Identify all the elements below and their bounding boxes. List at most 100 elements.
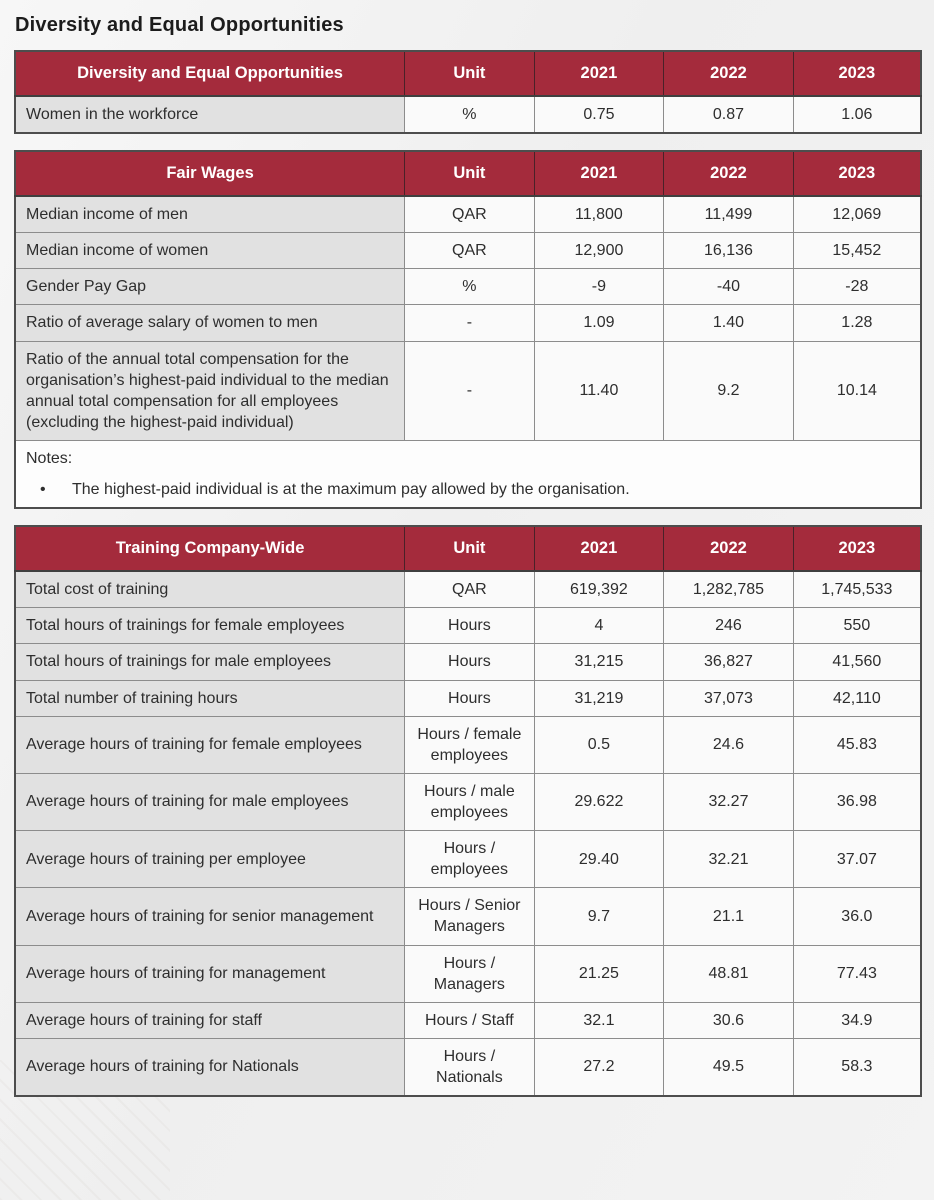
table-training-company-wide: Training Company-Wide Unit 2021 2022 2023 Tot… [14,525,922,1098]
unit-cell: Hours / Staff [404,1001,535,1039]
row-label: Average hours of training for Nationals [14,1037,406,1098]
value-cell-2022: 24.6 [663,715,794,774]
value-cell-2021: 9.7 [533,887,665,946]
row-label: Total hours of trainings for male employ… [14,643,406,681]
value-cell-2023: 36.0 [792,887,922,946]
value-cell-2021: 0.75 [533,95,665,135]
unit-cell: Hours / male employees [404,772,535,832]
row-label: Average hours of training for management [14,944,406,1003]
table-row: Gender Pay Gap% -9 -40 -28 [14,268,922,306]
notes-row: Notes: • The highest-paid individual is at… [14,439,922,510]
bullet-icon: • [40,481,46,499]
table-row: Ratio of the annual total compensation f… [14,340,922,441]
unit-cell: Hours [404,607,535,645]
column-header-2023: 2023 [792,150,922,198]
value-cell-2023: 77.43 [792,944,922,1003]
table-diversity-equal-opportunities: Diversity and Equal Opportunities Unit 202… [14,50,922,135]
row-label: Ratio of average salary of women to men [14,304,406,342]
value-cell-2021: 0.5 [533,715,665,774]
row-label: Total number of training hours [14,679,406,717]
value-cell-2022: 9.2 [663,340,794,441]
column-header-unit: Unit [404,525,535,573]
table-title: Diversity and Equal Opportunities [14,50,406,97]
column-header-2022: 2022 [663,150,794,198]
value-cell-2023: 550 [792,607,922,645]
table-header-row: Training Company-Wide Unit 2021 2022 2023 [14,525,922,573]
value-cell-2022: 37,073 [663,679,794,717]
value-cell-2022: 21.1 [663,887,794,946]
value-cell-2021: -9 [533,268,665,306]
value-cell-2021: 1.09 [533,304,665,342]
value-cell-2021: 29.622 [533,772,665,832]
value-cell-2021: 11,800 [533,195,665,234]
value-cell-2021: 31,215 [533,643,665,681]
unit-cell: Hours / Nationals [404,1037,535,1098]
column-header-unit: Unit [404,150,535,198]
table-row: Total hours of trainings for female empl… [14,607,922,645]
unit-cell: Hours [404,643,535,681]
value-cell-2022: 0.87 [663,95,794,135]
value-cell-2022: 1,282,785 [663,570,794,609]
row-label: Ratio of the annual total compensation f… [14,340,406,441]
value-cell-2021: 27.2 [533,1037,665,1098]
table-title: Fair Wages [14,150,406,198]
table-header-row: Fair Wages Unit 2021 2022 2023 [14,150,922,198]
column-header-2023: 2023 [792,50,922,97]
value-cell-2023: 37.07 [792,830,922,889]
value-cell-2022: 32.27 [663,772,794,832]
row-label: Average hours of training per employee [14,830,406,889]
notes-cell: Notes: • The highest-paid individual is at… [14,439,922,510]
unit-cell: Hours / Managers [404,944,535,1003]
value-cell-2021: 619,392 [533,570,665,609]
unit-cell: Hours / Senior Managers [404,887,535,946]
row-label: Median income of women [14,232,406,270]
value-cell-2022: 16,136 [663,232,794,270]
notes-heading: Notes: [26,449,73,467]
row-label: Total cost of training [14,570,406,609]
row-label: Women in the workforce [14,95,406,135]
table-row: Average hours of training for male emplo… [14,772,922,832]
row-label: Average hours of training for staff [14,1001,406,1039]
value-cell-2022: 36,827 [663,643,794,681]
notes-bullet-item: • The highest-paid individual is at the m… [26,479,910,500]
value-cell-2021: 12,900 [533,232,665,270]
value-cell-2021: 32.1 [533,1001,665,1039]
row-label: Average hours of training for senior man… [14,887,406,946]
value-cell-2022: 32.21 [663,830,794,889]
value-cell-2023: 1,745,533 [792,570,922,609]
value-cell-2022: 30.6 [663,1001,794,1039]
table-row: Average hours of training per employee Ho… [14,830,922,889]
value-cell-2023: 1.06 [792,95,922,135]
value-cell-2023: 45.83 [792,715,922,774]
table-row: Median income of women QAR 12,900 16,136 15,… [14,232,922,270]
table-row: Average hours of training for senior man… [14,887,922,946]
row-label: Median income of men [14,195,406,234]
value-cell-2023: -28 [792,268,922,306]
column-header-2021: 2021 [533,50,665,97]
value-cell-2021: 11.40 [533,340,665,441]
row-label: Gender Pay Gap [14,268,406,306]
row-label: Total hours of trainings for female empl… [14,607,406,645]
value-cell-2023: 58.3 [792,1037,922,1098]
table-row: Women in the workforce% 0.75 0.87 1.06 [14,95,922,135]
value-cell-2022: 1.40 [663,304,794,342]
page-title: Diversity and Equal Opportunities [15,14,344,36]
value-cell-2023: 34.9 [792,1001,922,1039]
column-header-unit: Unit [404,50,535,97]
table-row: Average hours of training for staff Hours… [14,1001,922,1039]
value-cell-2021: 21.25 [533,944,665,1003]
unit-cell: Hours [404,679,535,717]
unit-cell: - [404,340,535,441]
table-row: Total cost of training QAR 619,392 1,282,78… [14,570,922,609]
table-title: Training Company-Wide [14,525,406,573]
table-row: Total number of training hours Hours 31,21… [14,679,922,717]
tables-container: Diversity and Equal Opportunities Unit 202… [14,50,922,1098]
column-header-2022: 2022 [663,50,794,97]
value-cell-2023: 15,452 [792,232,922,270]
row-label: Average hours of training for male emplo… [14,772,406,832]
value-cell-2021: 31,219 [533,679,665,717]
unit-cell: QAR [404,232,535,270]
value-cell-2023: 36.98 [792,772,922,832]
row-label: Average hours of training for female emp… [14,715,406,774]
value-cell-2022: 246 [663,607,794,645]
